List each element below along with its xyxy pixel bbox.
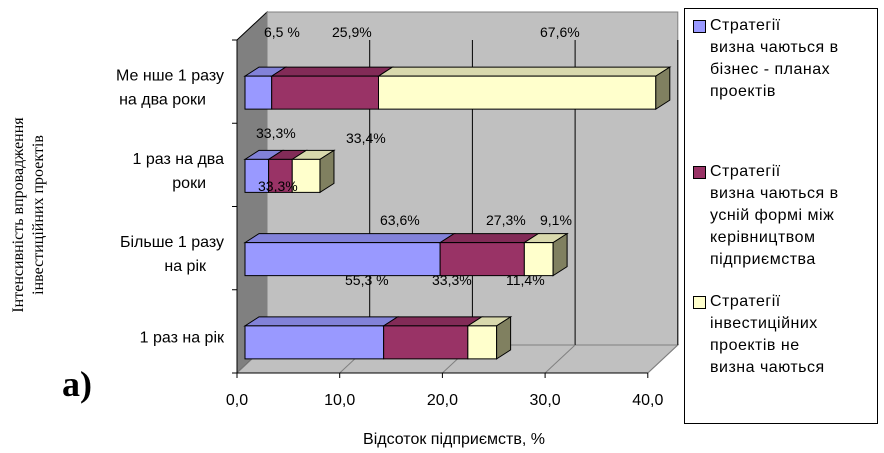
x-tick-label: 30,0: [530, 392, 561, 409]
data-label-1-0: 33,3%: [256, 125, 296, 141]
data-label-1-2: 33,4%: [346, 130, 386, 146]
bar-side: [496, 315, 512, 360]
bar-1-1: [266, 149, 308, 193]
y-axis-title-line2: інвестиційних проектів: [30, 135, 47, 295]
bar-2-1: [438, 233, 541, 277]
data-label-2-0: 63,6%: [380, 212, 420, 228]
data-labels: 6,5 % 25,9% 67,6% 33,3% 33,3% 33,4% 63,6% 27,3%…: [256, 24, 580, 288]
legend-swatch: [693, 296, 706, 309]
data-label-0-1: 25,9%: [332, 24, 372, 40]
bar-top: [381, 316, 484, 327]
x-axis-ticks: 0,0 10,0 20,0 30,0 40,0: [226, 373, 663, 409]
bar-top: [269, 66, 395, 77]
legend-item-oral-form: Стратегії визна чаються в усній формі мі…: [693, 161, 875, 281]
category-label-1: 1 раз на два роки: [133, 151, 225, 192]
data-label-3-2: 11,4%: [506, 272, 545, 288]
bar-3-2: [466, 315, 513, 360]
category-label-line: Ме нше 1 разу: [116, 68, 224, 85]
bar-front: [439, 242, 525, 277]
data-label-3-1: 33,3%: [432, 272, 472, 288]
bar-3-0: [243, 316, 400, 360]
bar-1-0: [243, 149, 285, 193]
y-axis-title-line1: Інтенсивність впровадження: [10, 117, 27, 313]
floor-gridline: [647, 344, 679, 374]
bar-1-2: [290, 149, 336, 194]
category-label-line: на рік: [164, 258, 207, 275]
category-label-line: 1 раз на рік: [140, 329, 225, 346]
bar-2-0: [243, 233, 456, 277]
bars: [243, 66, 672, 360]
x-axis-title: Відсоток підприємств, %: [363, 431, 545, 448]
legend: Стратегії визна чаються в бізнес - плана…: [684, 8, 878, 424]
data-label-0-0: 6,5 %: [264, 24, 300, 40]
category-label-line: роки: [172, 175, 206, 192]
bar-top: [438, 233, 541, 244]
data-label-1-1: 33,3%: [258, 178, 298, 194]
category-label-line: Більше 1 разу: [120, 234, 224, 251]
bar-2-2: [522, 232, 569, 277]
legend-swatch: [693, 166, 706, 179]
bar-side: [655, 66, 671, 111]
bar-0-1: [269, 66, 395, 110]
x-tick-label: 40,0: [632, 392, 663, 409]
category-label-0: Ме нше 1 разу на два роки: [116, 68, 224, 109]
bar-top: [243, 316, 400, 327]
bar-3-1: [381, 316, 484, 360]
bar-front: [244, 325, 385, 360]
bar-top: [243, 233, 456, 244]
bar-front: [271, 75, 380, 110]
data-label-3-0: 55,3 %: [345, 272, 389, 288]
bar-side: [319, 149, 335, 194]
legend-item-business-plans: Стратегії визна чаються в бізнес - плана…: [693, 15, 875, 135]
bar-front: [244, 242, 441, 277]
bar-front: [523, 242, 554, 277]
category-label-line: на два роки: [119, 92, 206, 109]
legend-swatch: [693, 20, 706, 33]
legend-item-not-defined: Стратегії інвестиційних проектів не визн…: [693, 291, 875, 391]
category-label-line: 1 раз на два: [133, 151, 225, 168]
legend-label: Стратегії визна чаються в бізнес - плана…: [710, 17, 839, 100]
bar-top: [376, 66, 672, 77]
bar-front: [244, 75, 273, 110]
panel-label: а): [62, 364, 92, 404]
bar-front: [378, 75, 657, 110]
bar-front: [383, 325, 469, 360]
x-tick-label: 10,0: [324, 392, 355, 409]
bar-front: [467, 325, 498, 360]
data-label-2-2: 9,1%: [540, 212, 572, 228]
data-label-0-2: 67,6%: [540, 24, 580, 40]
category-label-3: 1 раз на рік: [140, 329, 225, 346]
x-tick-label: 0,0: [226, 392, 248, 409]
x-tick-label: 20,0: [427, 392, 458, 409]
bar-side: [552, 232, 568, 277]
category-labels: Ме нше 1 разу на два роки 1 раз на два роки…: [116, 68, 225, 347]
legend-label: Стратегії інвестиційних проектів не визн…: [710, 293, 825, 376]
floor-gridline: [544, 344, 576, 374]
data-label-2-1: 27,3%: [486, 212, 526, 228]
bar-0-2: [376, 66, 672, 111]
legend-label: Стратегії визна чаються в усній формі мі…: [710, 163, 839, 268]
category-label-2: Більше 1 разу на рік: [120, 234, 224, 275]
